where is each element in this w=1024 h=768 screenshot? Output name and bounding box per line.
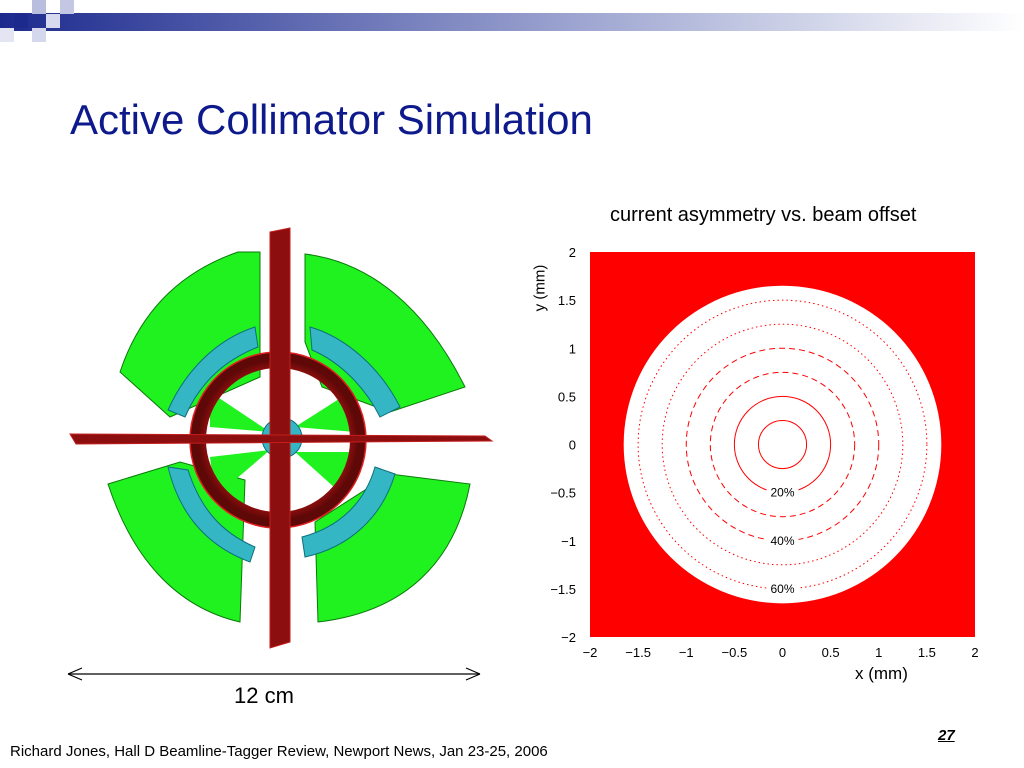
crossbar-horizontal xyxy=(69,433,494,445)
page-number: 27 xyxy=(938,727,955,744)
slide-title: Active Collimator Simulation xyxy=(70,96,593,143)
x-tick-label: −0.5 xyxy=(722,645,748,660)
cyan-band-bottom-right xyxy=(301,466,396,558)
scale-arrow xyxy=(67,667,481,681)
inner-slice xyxy=(210,450,270,497)
contour-line-2 xyxy=(709,371,856,518)
contour-label: 60% xyxy=(770,582,794,596)
scale-label: 12 cm xyxy=(234,683,294,708)
asymmetry-contour-plot: 20% 40% 60% −2 −1.5 −1 −0.5 0 0.5 1 1.5 2 −2 −1.5 −1 −0… xyxy=(550,245,978,660)
y-tick-label: −0.5 xyxy=(550,486,576,501)
contour-label-bg xyxy=(766,484,799,501)
deco-square xyxy=(32,0,46,14)
y-tick-label: 1.5 xyxy=(558,293,576,308)
deco-square xyxy=(0,28,14,42)
contour-label: 20% xyxy=(770,486,794,500)
x-tick-label: 0.5 xyxy=(822,645,840,660)
x-tick-label: −2 xyxy=(583,645,598,660)
contour-label-bg xyxy=(766,580,799,597)
deco-square xyxy=(14,14,28,28)
deco-square xyxy=(32,28,46,42)
x-axis-label: x (mm) xyxy=(855,664,908,683)
contour-label-bg xyxy=(766,532,799,549)
green-blade-top-right xyxy=(304,253,466,413)
x-tick-label: 1.5 xyxy=(918,645,936,660)
y-tick-label: 2 xyxy=(569,245,576,260)
cyan-band-top-right xyxy=(309,326,401,418)
plot-disk xyxy=(623,285,942,604)
y-tick-label: 1 xyxy=(569,341,576,356)
deco-square xyxy=(46,14,60,28)
contour-line-0 xyxy=(757,419,808,470)
header-decoration xyxy=(0,0,1024,42)
cyan-band-top-left xyxy=(167,326,259,418)
contour-line-4 xyxy=(661,323,904,566)
inner-slice xyxy=(210,392,270,432)
chart-title: current asymmetry vs. beam offset xyxy=(610,204,917,226)
y-tick-label: −1 xyxy=(561,534,576,549)
deco-square xyxy=(60,0,74,14)
y-tick-label: −1.5 xyxy=(550,582,576,597)
cyan-band-bottom-left xyxy=(167,466,256,563)
x-tick-label: 0 xyxy=(779,645,786,660)
slide-footer: Richard Jones, Hall D Beamline-Tagger Re… xyxy=(10,743,548,760)
x-tick-label: −1 xyxy=(679,645,694,660)
collimator-illustration xyxy=(69,227,494,649)
x-tick-label: 1 xyxy=(875,645,882,660)
y-axis-label: y (mm) xyxy=(531,264,549,312)
x-tick-label: −1.5 xyxy=(625,645,651,660)
green-blade-bottom-left xyxy=(107,461,246,623)
y-tick-label: 0.5 xyxy=(558,389,576,404)
y-tick-label: −2 xyxy=(561,630,576,645)
y-tick-label: 0 xyxy=(569,438,576,453)
contour-line-5 xyxy=(637,299,928,590)
x-tick-label: 2 xyxy=(971,645,978,660)
contour-label: 40% xyxy=(770,534,794,548)
